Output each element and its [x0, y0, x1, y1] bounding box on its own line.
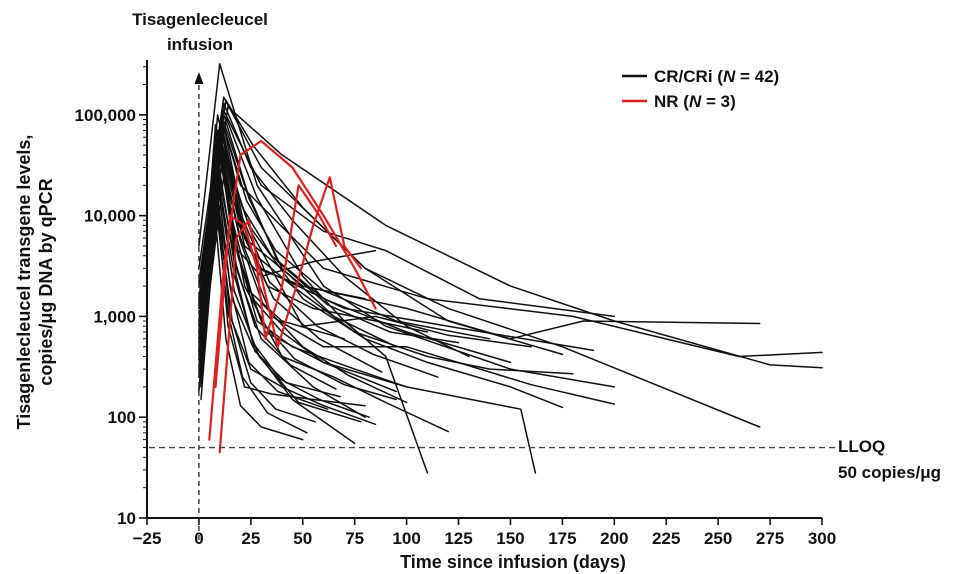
y-tick-label-1: 100 — [108, 408, 136, 427]
legend: CR/CRi (N = 42) NR (N = 3) — [622, 67, 779, 111]
x-tick-label-2: 25 — [241, 529, 260, 548]
x-tick-label-1: 0 — [194, 529, 203, 548]
cr-series-line-14 — [200, 140, 537, 474]
x-tick-label-8: 175 — [548, 529, 576, 548]
cr-series-line-35 — [198, 146, 408, 404]
cr-series-line-36 — [200, 162, 337, 390]
cr-series-line-39 — [198, 156, 397, 401]
x-tick-label-12: 275 — [756, 529, 784, 548]
y-tick-label-2: 1,000 — [93, 307, 136, 326]
x-tick-label-3: 50 — [293, 529, 312, 548]
infusion-annotation-line2: infusion — [167, 35, 233, 54]
y-axis-title-line2: copies/μg DNA by qPCR — [36, 178, 56, 385]
legend-cr-label: CR/CRi (N = 42) — [654, 67, 779, 86]
infusion-annotation-line1: Tisagenlecleucel — [132, 10, 268, 29]
x-tick-label-11: 250 — [704, 529, 732, 548]
y-tick-label-4: 100,000 — [75, 106, 136, 125]
nr-series-line-44 — [218, 176, 362, 454]
cr-series-line-2 — [198, 106, 823, 369]
legend-nr-label: NR (N = 3) — [654, 92, 736, 111]
tick-marks: −25 0 25 50 75 100 125 150 175 200 225 250 275 300 10 1… — [75, 66, 836, 548]
cr-series-line-5 — [198, 123, 595, 352]
lloq-label: LLOQ — [838, 437, 885, 456]
infusion-arrow-icon — [194, 72, 204, 84]
cr-series-line-0 — [198, 63, 616, 388]
cr-series-line-33 — [198, 114, 460, 344]
y-tick-label-0: 10 — [117, 509, 136, 528]
x-axis-title: Time since infusion (days) — [400, 552, 626, 572]
cr-series-line-3 — [198, 118, 823, 358]
cr-series-line-41 — [198, 210, 316, 423]
x-tick-label-5: 100 — [392, 529, 420, 548]
cr-series-line-34 — [200, 200, 308, 434]
x-tick-label-7: 150 — [496, 529, 524, 548]
x-tick-label-13: 300 — [808, 529, 836, 548]
y-axis-title-line1: Tisagenlecleucel transgene levels, — [14, 135, 34, 430]
x-tick-label-9: 200 — [600, 529, 628, 548]
lloq-value-label: 50 copies/μg — [838, 463, 941, 482]
x-tick-label-10: 225 — [652, 529, 680, 548]
axes — [146, 60, 835, 540]
cr-series-line-9 — [198, 144, 564, 409]
series-lines — [198, 63, 823, 474]
cr-series-line-11 — [200, 116, 429, 474]
cr-series-line-30 — [200, 99, 564, 356]
nr-series-line-43 — [214, 184, 338, 388]
x-tick-label-6: 125 — [444, 529, 472, 548]
y-tick-label-3: 10,000 — [84, 207, 136, 226]
x-tick-label-0: −25 — [133, 529, 162, 548]
cr-series-line-40 — [200, 119, 491, 340]
x-tick-label-4: 75 — [345, 529, 364, 548]
cr-series-line-25 — [198, 126, 512, 364]
